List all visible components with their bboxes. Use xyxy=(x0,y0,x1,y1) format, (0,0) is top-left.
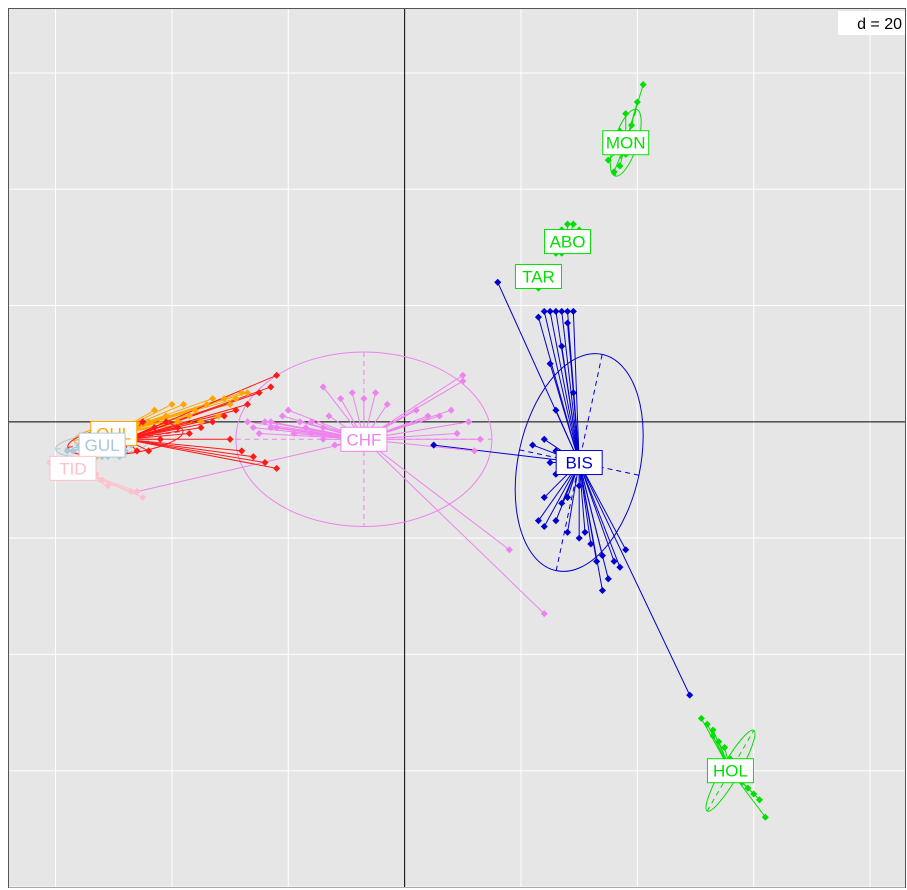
group-label-mon: MON xyxy=(603,131,649,155)
label-text: MON xyxy=(606,134,646,153)
label-text: CHF xyxy=(346,430,381,449)
scale-label: d = 20 xyxy=(857,16,902,33)
group-label-chf: CHF xyxy=(341,427,387,451)
label-text: HOL xyxy=(713,762,748,781)
group-label-gul: GUL xyxy=(79,433,125,457)
label-text: TID xyxy=(59,459,86,478)
group-label-tar: TAR xyxy=(515,264,561,288)
group-label-abo: ABO xyxy=(545,230,591,254)
label-text: TAR xyxy=(522,267,555,286)
group-label-bis: BIS xyxy=(556,451,602,475)
group-label-tid: TID xyxy=(50,456,96,480)
label-text: BIS xyxy=(565,454,592,473)
label-text: GUL xyxy=(85,436,120,455)
label-text: ABO xyxy=(550,233,586,252)
scale-box: d = 20 xyxy=(838,11,905,35)
group-label-hol: HOL xyxy=(707,759,753,783)
